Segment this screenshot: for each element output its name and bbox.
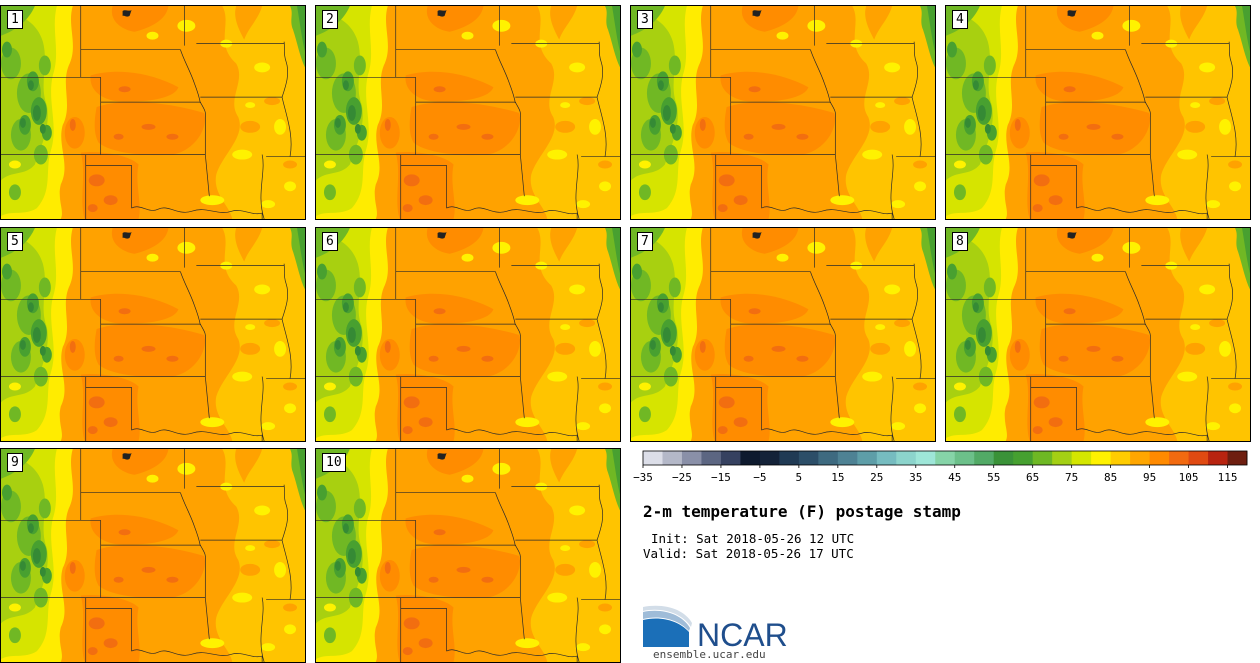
logo-swoosh-mid (643, 610, 690, 631)
colorbar-segment (779, 451, 800, 465)
colorbar-tick-label: −15 (711, 471, 731, 484)
colorbar-segment (1149, 451, 1170, 465)
temperature-colorbar: −35 −25 −15 −5 5 15 25 35 45 55 65 75 85 95 105 115 (633, 450, 1248, 484)
colorbar-tick-label: 45 (948, 471, 961, 484)
member-number-label: 8 (952, 232, 968, 251)
colorbar-tick-label: 35 (909, 471, 922, 484)
colorbar-segment (857, 451, 878, 465)
colorbar-segment (1169, 451, 1189, 465)
init-time: Init: Sat 2018-05-26 12 UTC (651, 531, 855, 546)
member-number-label: 10 (322, 453, 346, 472)
member-map-panel: 9 (0, 448, 306, 663)
member-number-label: 4 (952, 10, 968, 29)
colorbar-tick-label: 25 (870, 471, 883, 484)
colorbar-segment (701, 451, 722, 465)
colorbar-tick-label: 65 (1026, 471, 1039, 484)
colorbar-tick-label: 95 (1143, 471, 1156, 484)
colorbar-tick-label: 105 (1179, 471, 1199, 484)
member-number-label: 7 (637, 232, 653, 251)
member-map-panel: 4 (945, 5, 1251, 220)
member-map-panel: 2 (315, 5, 621, 220)
colorbar-segment (818, 451, 839, 465)
temperature-map (1, 449, 305, 662)
colorbar-segment (1091, 451, 1112, 465)
colorbar-segment (1110, 451, 1131, 465)
colorbar-segment (1130, 451, 1150, 465)
colorbar-segment (837, 451, 858, 465)
temperature-map (946, 228, 1250, 441)
member-map-panel: 10 (315, 448, 621, 663)
colorbar-tick-label: −35 (633, 471, 653, 484)
product-title: 2-m temperature (F) postage stamp (643, 502, 961, 521)
valid-time: Valid: Sat 2018-05-26 17 UTC (643, 546, 854, 561)
temperature-map (946, 6, 1250, 219)
logo-swoosh-top (643, 605, 692, 627)
colorbar-segment (1208, 451, 1228, 465)
colorbar-tick-label: 85 (1104, 471, 1117, 484)
colorbar-segment (1071, 451, 1092, 465)
colorbar-segment (876, 451, 897, 465)
colorbar-outline (642, 450, 1248, 466)
colorbar-segment (681, 451, 702, 465)
member-map-panel: 5 (0, 227, 306, 442)
ncar-logo: NCAR (643, 605, 788, 653)
member-number-label: 1 (7, 10, 23, 29)
colorbar-segment (662, 451, 683, 465)
temperature-map (316, 6, 620, 219)
colorbar-segment (1052, 451, 1073, 465)
colorbar-segment (1227, 451, 1248, 465)
member-number-label: 2 (322, 10, 338, 29)
colorbar-segment (915, 451, 936, 465)
temperature-map (631, 6, 935, 219)
colorbar-segment (1032, 451, 1053, 465)
colorbar-tick-label: 5 (796, 471, 803, 484)
temperature-map (316, 228, 620, 441)
temperature-map (1, 228, 305, 441)
colorbar-segment (896, 451, 917, 465)
colorbar-segment (935, 451, 956, 465)
temperature-map (1, 6, 305, 219)
member-number-label: 6 (322, 232, 338, 251)
site-url: ensemble.ucar.edu (653, 648, 766, 661)
colorbar-tick-label: 55 (987, 471, 1000, 484)
temperature-map (316, 449, 620, 662)
member-map-panel: 8 (945, 227, 1251, 442)
temperature-map (631, 228, 935, 441)
member-map-panel: 6 (315, 227, 621, 442)
colorbar-segment (740, 451, 761, 465)
member-map-panel: 1 (0, 5, 306, 220)
colorbar-segment (759, 451, 780, 465)
member-map-panel: 7 (630, 227, 936, 442)
logo-mark (643, 618, 689, 647)
colorbar-tick-label: 15 (831, 471, 844, 484)
colorbar-segment (720, 451, 741, 465)
colorbar-segment (798, 451, 819, 465)
colorbar-tick-label: −25 (672, 471, 692, 484)
colorbar-segment (1188, 451, 1209, 465)
member-number-label: 3 (637, 10, 653, 29)
logo-wordmark: NCAR (697, 617, 788, 653)
colorbar-segment (1013, 451, 1034, 465)
colorbar-segment (974, 451, 995, 465)
colorbar-segment (993, 451, 1014, 465)
member-map-panel: 3 (630, 5, 936, 220)
member-number-label: 5 (7, 232, 23, 251)
colorbar-tick-label: 75 (1065, 471, 1078, 484)
member-number-label: 9 (7, 453, 23, 472)
colorbar-segment (643, 451, 663, 465)
colorbar-segment (954, 451, 975, 465)
colorbar-tick-label: −5 (753, 471, 766, 484)
colorbar-tick-label: 115 (1218, 471, 1238, 484)
